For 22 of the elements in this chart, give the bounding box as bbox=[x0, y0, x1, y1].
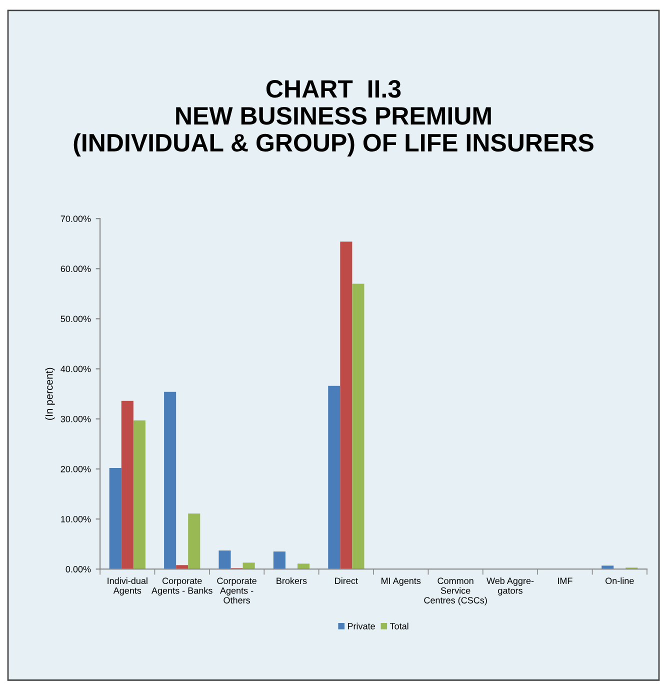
legend-label: Private bbox=[348, 622, 375, 630]
y-tick-label: 60.00% bbox=[60, 266, 91, 272]
y-tick-label: 0.00% bbox=[66, 566, 91, 572]
x-tick-label: Common Service Centres (CSCs) bbox=[424, 578, 487, 606]
x-tick-label: Brokers bbox=[276, 577, 307, 584]
x-tick-label: Direct bbox=[335, 577, 358, 584]
y-tick-label: 40.00% bbox=[60, 366, 91, 372]
x-tick-label: IMF bbox=[558, 578, 572, 584]
legend-label: Total bbox=[390, 622, 408, 630]
y-tick-label: 50.00% bbox=[60, 316, 91, 322]
y-tick-label: 30.00% bbox=[60, 416, 91, 422]
x-tick-label: Indivi-dual Agents bbox=[108, 577, 148, 596]
chart-title: CHART II.3 NEW BUSINESS PREMIUM (INDIVIDUAL & GROUP) OF LIFE INSURERS bbox=[74, 80, 594, 157]
y-axis-title: (In percent) bbox=[45, 368, 55, 420]
y-tick-label: 10.00% bbox=[61, 516, 91, 522]
x-tick-label: Corporate Agents - Others bbox=[217, 578, 256, 604]
x-tick-label: Web Aggre- gators bbox=[486, 577, 534, 596]
x-tick-label: On-line bbox=[606, 577, 634, 584]
x-tick-label: Corporate Agents - Banks bbox=[152, 578, 212, 596]
x-tick-label: MI Agents bbox=[382, 578, 421, 586]
y-tick-label: 70.00% bbox=[60, 216, 91, 222]
y-tick-label: 20.00% bbox=[60, 466, 91, 472]
